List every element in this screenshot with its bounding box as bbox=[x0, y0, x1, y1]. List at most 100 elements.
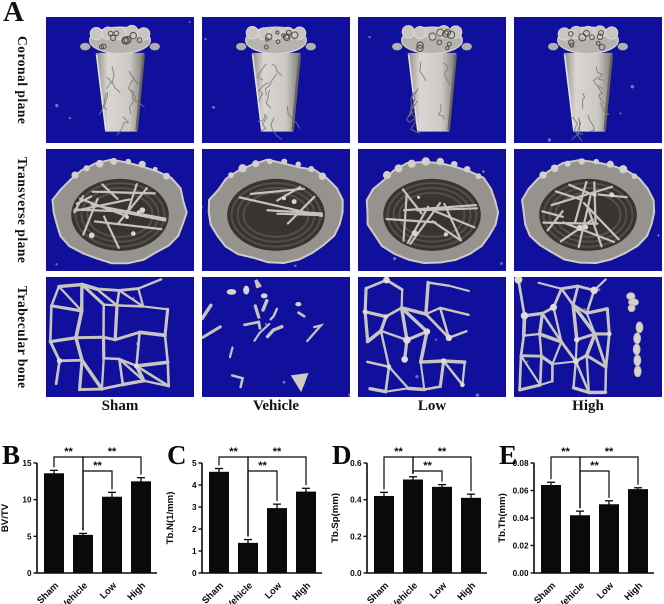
bar-vehicle bbox=[238, 542, 258, 573]
svg-text:4: 4 bbox=[192, 481, 197, 490]
significance-label: ** bbox=[438, 446, 447, 458]
panel-letter: B bbox=[2, 440, 20, 470]
significance-label: ** bbox=[423, 460, 432, 472]
microct-image bbox=[202, 149, 350, 271]
svg-text:1: 1 bbox=[192, 547, 197, 556]
svg-text:10: 10 bbox=[22, 496, 32, 505]
microct-coronal-vehicle bbox=[202, 17, 350, 143]
bar-sham bbox=[374, 496, 394, 573]
microct-image bbox=[46, 149, 194, 271]
svg-text:0.08: 0.08 bbox=[513, 459, 529, 468]
svg-text:15: 15 bbox=[22, 459, 32, 468]
column-label-high: High bbox=[572, 398, 604, 414]
y-axis-label: Tb.Th(mm) bbox=[497, 493, 508, 543]
y-axis-label: BV/TV bbox=[0, 503, 11, 532]
microct-image bbox=[514, 277, 662, 397]
x-tick-label-low: Low bbox=[263, 580, 285, 602]
x-tick-label-sham: Sham bbox=[532, 580, 558, 604]
chart-e-svg: E 0.00 0.02 0.04 0.06 0.08 Tb.Th(mm) ShamVehicl… bbox=[497, 440, 654, 604]
svg-text:0.04: 0.04 bbox=[513, 514, 529, 523]
microct-transverse-low bbox=[358, 149, 506, 271]
microct-transverse-sham bbox=[46, 149, 194, 271]
microct-image bbox=[514, 149, 662, 271]
svg-text:0.06: 0.06 bbox=[513, 487, 529, 496]
significance-label: ** bbox=[258, 460, 267, 472]
row-label-coronal-plane: Coronal plane bbox=[15, 35, 30, 125]
row-label-transverse-plane: Transverse plane bbox=[15, 156, 30, 264]
panel-letter: C bbox=[167, 440, 187, 470]
significance-label: ** bbox=[561, 446, 570, 458]
bar-high bbox=[296, 491, 316, 573]
bar-high bbox=[461, 497, 481, 573]
microct-trabecular-high bbox=[514, 277, 662, 397]
column-label-low: Low bbox=[417, 398, 447, 414]
bar-low bbox=[432, 486, 452, 573]
significance-label: ** bbox=[229, 446, 238, 458]
microct-transverse-vehicle bbox=[202, 149, 350, 271]
microct-coronal-sham bbox=[46, 17, 194, 143]
svg-text:0.00: 0.00 bbox=[513, 569, 529, 578]
row-label-trabecular-bone: Trabecular bone bbox=[15, 285, 30, 389]
svg-text:0: 0 bbox=[192, 569, 197, 578]
microct-coronal-low bbox=[358, 17, 506, 143]
y-axis-label: Tb.N(1/mm) bbox=[165, 492, 176, 545]
bar-vehicle bbox=[570, 515, 590, 573]
panel-letter: E bbox=[499, 440, 517, 470]
svg-text:3: 3 bbox=[192, 503, 197, 512]
significance-label: ** bbox=[605, 446, 614, 458]
significance-bracket: ** bbox=[412, 460, 443, 482]
significance-bracket: ** bbox=[579, 460, 610, 509]
bar-high bbox=[628, 489, 648, 573]
microct-transverse-high bbox=[514, 149, 662, 271]
x-tick-label-vehicle: Vehicle bbox=[224, 580, 255, 604]
significance-label: ** bbox=[64, 446, 73, 458]
microct-image bbox=[514, 17, 662, 143]
panel-a-label: A bbox=[3, 0, 24, 28]
x-tick-label-sham: Sham bbox=[200, 580, 226, 604]
microct-trabecular-low bbox=[358, 277, 506, 397]
bar-high bbox=[131, 481, 151, 573]
x-tick-label-low: Low bbox=[595, 580, 617, 602]
bar-sham bbox=[541, 485, 561, 573]
x-tick-label-sham: Sham bbox=[365, 580, 391, 604]
microct-coronal-high bbox=[514, 17, 662, 143]
bar-vehicle bbox=[73, 534, 93, 573]
x-tick-label-high: High bbox=[622, 580, 645, 603]
microct-image bbox=[358, 17, 506, 143]
y-axis-label: Tb.Sp(mm) bbox=[330, 493, 341, 543]
svg-text:5: 5 bbox=[192, 459, 197, 468]
x-tick-label-low: Low bbox=[428, 580, 450, 602]
microct-image bbox=[358, 277, 506, 397]
svg-text:2: 2 bbox=[192, 525, 197, 534]
x-tick-label-vehicle: Vehicle bbox=[59, 580, 90, 604]
x-tick-label-high: High bbox=[125, 580, 148, 603]
microct-image bbox=[46, 17, 194, 143]
bar-vehicle bbox=[403, 479, 423, 573]
microct-image bbox=[46, 277, 194, 397]
significance-label: ** bbox=[590, 460, 599, 472]
bar-low bbox=[102, 496, 122, 573]
svg-text:0.02: 0.02 bbox=[513, 542, 529, 551]
significance-label: ** bbox=[93, 460, 102, 472]
significance-label: ** bbox=[273, 446, 282, 458]
significance-label: ** bbox=[108, 446, 117, 458]
column-label-sham: Sham bbox=[101, 398, 139, 414]
microct-trabecular-sham bbox=[46, 277, 194, 397]
bar-sham bbox=[209, 471, 229, 573]
svg-text:5: 5 bbox=[27, 532, 32, 541]
microct-image bbox=[358, 149, 506, 271]
bar-sham bbox=[44, 473, 64, 573]
chart-e: E 0.00 0.02 0.04 0.06 0.08 Tb.Th(mm) Sham Vehicl… bbox=[497, 440, 664, 604]
significance-bracket: ** bbox=[247, 460, 278, 537]
bar-low bbox=[267, 508, 287, 573]
chart-b: B 0 5 10 15 BV/TV Sham Vehicle Low High ** ** ** bbox=[0, 440, 168, 604]
x-tick-label-high: High bbox=[290, 580, 313, 603]
x-tick-label-high: High bbox=[455, 580, 478, 603]
significance-bracket: ** bbox=[82, 460, 113, 531]
x-tick-label-sham: Sham bbox=[35, 580, 61, 604]
microct-image bbox=[202, 17, 350, 143]
